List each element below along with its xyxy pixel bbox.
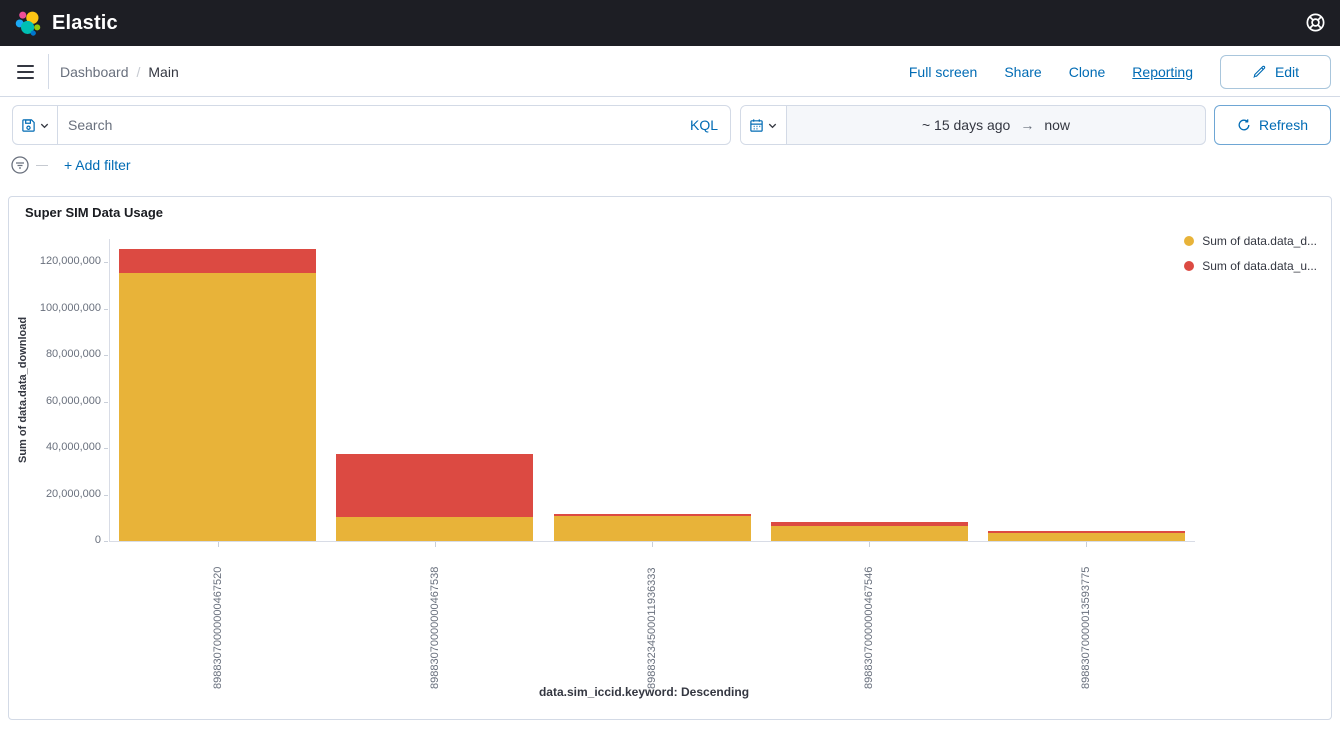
menu-icon[interactable] (13, 60, 37, 84)
query-bar: KQL ~ 15 days ago → now (0, 105, 1340, 145)
bar-segment[interactable] (554, 516, 751, 541)
bar-segment[interactable] (771, 526, 968, 541)
breadcrumb: Dashboard / Main (60, 46, 179, 97)
y-axis-line (109, 239, 110, 541)
refresh-button-label: Refresh (1258, 117, 1309, 133)
chevron-down-icon (767, 120, 778, 131)
date-range-display[interactable]: ~ 15 days ago → now (787, 106, 1205, 144)
y-tick-mark (104, 401, 108, 403)
search-input[interactable] (58, 117, 678, 133)
date-quick-select-button[interactable] (741, 106, 787, 144)
y-tick-label: 60,000,000 (45, 394, 101, 407)
filter-bar: + Add filter (0, 152, 1340, 178)
bar-segment[interactable] (119, 273, 316, 541)
chart-legend: Sum of data.data_d... Sum of data.data_u.… (1184, 231, 1317, 276)
elastic-logo-icon[interactable] (13, 8, 43, 38)
refresh-button[interactable]: Refresh (1214, 105, 1331, 145)
legend-dot-icon (1184, 236, 1195, 246)
edit-button[interactable]: Edit (1220, 54, 1331, 89)
breadcrumb-current: Main (148, 63, 179, 80)
bar-segment[interactable] (988, 533, 1185, 541)
save-icon (21, 118, 36, 133)
app-title: Elastic (52, 11, 118, 34)
x-tick-mark (652, 542, 653, 547)
refresh-icon (1237, 118, 1251, 132)
x-tick-label: 89883070000000467538 (429, 566, 441, 689)
y-tick-label: 40,000,000 (45, 441, 101, 454)
date-picker: ~ 15 days ago → now (740, 105, 1206, 145)
date-range-start[interactable]: ~ 15 days ago (921, 117, 1011, 133)
x-axis-title: data.sim_iccid.keyword: Descending (538, 685, 750, 699)
search-box: KQL (12, 105, 731, 145)
bar-segment[interactable] (771, 522, 968, 527)
breadcrumb-separator: / (136, 63, 141, 80)
y-tick-label: 0 (94, 534, 101, 546)
calendar-icon (749, 118, 764, 133)
legend-label: Sum of data.data_u... (1202, 259, 1317, 273)
share-link[interactable]: Share (1004, 63, 1042, 80)
bar-chart: Sum of data.data_download Sum of data.da… (9, 197, 1331, 719)
y-tick-mark (104, 355, 108, 357)
y-tick-mark (104, 494, 108, 496)
x-tick-label: 89883070000000467546 (863, 566, 875, 689)
x-tick-mark (435, 542, 436, 547)
bar-segment[interactable] (336, 517, 533, 541)
arrow-right-icon: → (1020, 117, 1035, 133)
legend-label: Sum of data.data_d... (1202, 234, 1317, 248)
x-tick-label: 89883070000013593775 (1080, 566, 1092, 689)
y-tick-label: 120,000,000 (39, 255, 101, 268)
pencil-icon (1252, 64, 1267, 79)
y-tick-mark (104, 541, 108, 542)
legend-item[interactable]: Sum of data.data_u... (1184, 256, 1317, 276)
add-filter-link[interactable]: + Add filter (64, 157, 131, 173)
kql-button[interactable]: KQL (689, 117, 718, 133)
y-tick-label: 20,000,000 (45, 487, 101, 500)
divider (48, 54, 49, 89)
edit-button-label: Edit (1274, 63, 1300, 80)
filter-menu-icon[interactable] (10, 155, 30, 175)
visualization-panel: Super SIM Data Usage Sum of data.data_do… (8, 196, 1332, 720)
bar-segment[interactable] (336, 453, 533, 517)
nav-actions: Full screen Share Clone Reporting Edit (909, 46, 1331, 97)
full-screen-link[interactable]: Full screen (908, 63, 978, 80)
nav-bar: Dashboard / Main Full screen Share Clone… (0, 46, 1340, 97)
y-tick-label: 100,000,000 (39, 301, 101, 314)
divider (36, 164, 48, 166)
x-axis-line (109, 541, 1195, 542)
clone-link[interactable]: Clone (1068, 63, 1106, 80)
breadcrumb-dashboard[interactable]: Dashboard (60, 63, 129, 80)
save-query-button[interactable] (13, 106, 58, 144)
x-tick-mark (218, 542, 219, 547)
reporting-link[interactable]: Reporting (1132, 63, 1193, 80)
y-tick-label: 80,000,000 (45, 348, 101, 361)
chevron-down-icon (39, 120, 50, 131)
x-tick-mark (1086, 542, 1087, 547)
y-tick-mark (104, 308, 108, 310)
x-tick-mark (869, 542, 870, 547)
bar-segment[interactable] (988, 531, 1185, 534)
y-tick-mark (104, 262, 108, 264)
legend-item[interactable]: Sum of data.data_d... (1184, 231, 1317, 251)
x-tick-label: 89883070000000467520 (212, 566, 224, 689)
legend-dot-icon (1184, 261, 1195, 271)
bar-segment[interactable] (119, 248, 316, 273)
bar-segment[interactable] (554, 513, 751, 516)
y-tick-mark (104, 448, 108, 450)
x-tick-label: 89883234500011936333 (646, 567, 658, 689)
help-icon[interactable] (1305, 12, 1326, 38)
date-range-end[interactable]: now (1044, 117, 1071, 133)
panel-title: Super SIM Data Usage (25, 205, 163, 220)
app-header: Elastic (0, 0, 1340, 46)
